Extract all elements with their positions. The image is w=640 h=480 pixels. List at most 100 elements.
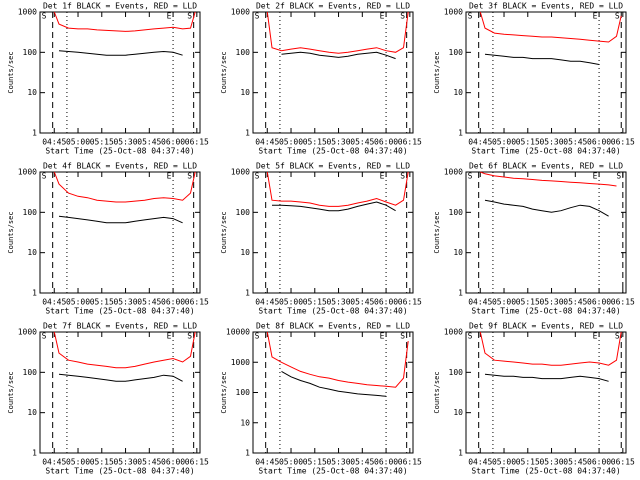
y-tick-label: 100: [449, 368, 464, 377]
event-label: S: [187, 332, 192, 341]
y-tick-label: 1000: [18, 328, 37, 337]
x-tick-label: 05:30: [539, 298, 563, 307]
series-line: [53, 171, 196, 203]
y-tick-label: 10: [27, 88, 37, 97]
x-tick-label: 05:15: [303, 298, 327, 307]
chart-title: Det 6f BLACK = Events, RED = LLD: [469, 162, 623, 171]
event-label: S: [615, 12, 620, 21]
x-tick-label: 05:00: [279, 298, 303, 307]
x-axis-label: Start Time (25-Oct-08 04:37:40): [471, 307, 620, 316]
y-tick-label: 1000: [231, 358, 250, 367]
x-tick-label: 06:00: [587, 298, 611, 307]
x-tick-label: 06:00: [161, 298, 185, 307]
x-tick-label: 05:00: [279, 458, 303, 467]
x-tick-label: 04:45: [468, 458, 492, 467]
x-tick-label: 06:15: [611, 298, 635, 307]
y-tick-label: 100: [449, 208, 464, 217]
x-axis-label: Start Time (25-Oct-08 04:37:40): [258, 307, 407, 316]
y-tick-label: 1: [458, 449, 463, 458]
x-axis-label: Start Time (25-Oct-08 04:37:40): [258, 147, 407, 156]
x-tick-label: 05:30: [539, 458, 563, 467]
x-tick-label: 05:45: [563, 138, 587, 147]
x-tick-label: 04:45: [468, 138, 492, 147]
event-label: E: [380, 332, 385, 341]
y-tick-label: 1000: [231, 8, 250, 17]
x-tick-label: 06:00: [374, 138, 398, 147]
x-tick-label: 06:00: [374, 298, 398, 307]
y-tick-label: 1: [458, 289, 463, 298]
x-tick-label: 06:15: [611, 138, 635, 147]
x-tick-label: 05:30: [539, 138, 563, 147]
chart-title: Det 7f BLACK = Events, RED = LLD: [43, 322, 197, 331]
x-tick-label: 04:45: [42, 298, 66, 307]
y-tick-label: 100: [23, 48, 38, 57]
y-tick-label: 1: [245, 449, 250, 458]
y-tick-label: 1: [32, 129, 37, 138]
plot-frame: [465, 331, 627, 454]
x-tick-label: 05:00: [492, 298, 516, 307]
x-tick-label: 04:45: [42, 458, 66, 467]
y-axis-label: Counts/sec: [7, 371, 15, 413]
x-tick-label: 05:30: [113, 138, 137, 147]
y-tick-label: 100: [23, 368, 38, 377]
x-tick-label: 06:00: [587, 138, 611, 147]
event-label: E: [593, 172, 598, 181]
y-tick-label: 10: [240, 88, 250, 97]
x-tick-label: 06:15: [398, 458, 422, 467]
x-axis-label: Start Time (25-Oct-08 04:37:40): [258, 467, 407, 476]
y-tick-label: 1000: [18, 168, 37, 177]
x-tick-label: 05:15: [90, 298, 114, 307]
y-tick-label: 100: [23, 208, 38, 217]
series-line: [266, 171, 409, 207]
plot-frame: [252, 171, 414, 294]
y-tick-label: 100: [236, 48, 251, 57]
x-tick-label: 05:15: [90, 138, 114, 147]
plot-frame: [39, 11, 201, 134]
plot-frame: [465, 11, 627, 134]
x-tick-label: 05:15: [516, 138, 540, 147]
x-tick-label: 06:15: [185, 458, 209, 467]
chart-title: Det 2f BLACK = Events, RED = LLD: [256, 2, 410, 11]
y-tick-label: 100: [236, 208, 251, 217]
series-line: [58, 373, 183, 382]
event-label: E: [380, 172, 385, 181]
series-line: [272, 201, 396, 212]
x-tick-label: 05:45: [137, 138, 161, 147]
event-label: S: [400, 172, 405, 181]
series-line: [266, 331, 409, 388]
event-label: S: [42, 12, 47, 21]
series-line: [53, 11, 196, 32]
x-tick-label: 05:15: [516, 298, 540, 307]
y-axis-label: Counts/sec: [220, 51, 228, 93]
y-tick-label: 1: [32, 449, 37, 458]
x-tick-label: 05:45: [137, 458, 161, 467]
x-tick-label: 06:15: [398, 138, 422, 147]
y-tick-label: 1000: [18, 8, 37, 17]
chart-title: Det 4f BLACK = Events, RED = LLD: [43, 162, 197, 171]
event-label: S: [42, 172, 47, 181]
x-axis-label: Start Time (25-Oct-08 04:37:40): [471, 467, 620, 476]
series-line: [479, 11, 622, 43]
event-label: E: [167, 172, 172, 181]
event-label: E: [167, 12, 172, 21]
y-tick-label: 1000: [444, 168, 463, 177]
event-label: S: [468, 332, 473, 341]
plot-frame: [39, 331, 201, 454]
y-tick-label: 1000: [231, 168, 250, 177]
x-tick-label: 04:45: [255, 138, 279, 147]
x-tick-label: 05:30: [326, 138, 350, 147]
x-tick-label: 04:45: [255, 298, 279, 307]
series-line: [484, 373, 609, 382]
x-tick-label: 05:00: [492, 458, 516, 467]
event-label: S: [616, 172, 621, 181]
series-line: [480, 171, 617, 187]
x-tick-label: 04:45: [468, 298, 492, 307]
series-line: [266, 11, 409, 54]
y-tick-label: 10: [453, 88, 463, 97]
x-tick-label: 04:45: [255, 458, 279, 467]
x-tick-label: 05:00: [492, 138, 516, 147]
y-tick-label: 10: [240, 248, 250, 257]
y-axis-label: Counts/sec: [220, 211, 228, 253]
series-line: [53, 331, 196, 369]
x-axis-label: Start Time (25-Oct-08 04:37:40): [45, 307, 194, 316]
